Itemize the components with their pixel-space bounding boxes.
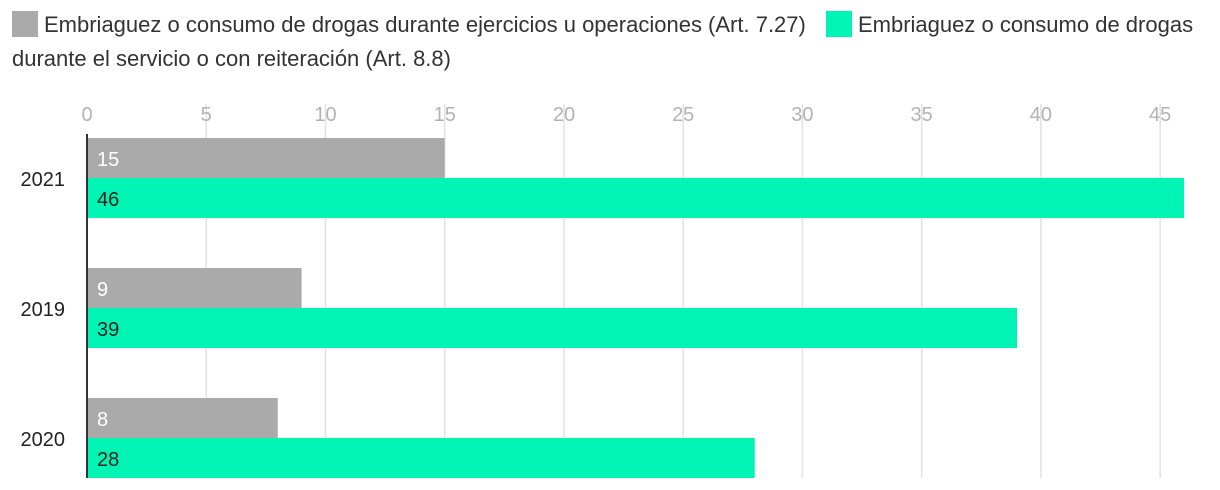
legend-item-art-8-8: Embriaguez o consumo de drogas durante e… [12, 11, 1194, 71]
x-tick-label: 5 [201, 104, 212, 126]
x-tick-label: 0 [81, 104, 92, 126]
bar [87, 438, 755, 478]
bar [87, 138, 445, 178]
x-tick-label: 40 [1030, 104, 1052, 126]
bar-value-label: 15 [97, 149, 119, 171]
bar-value-label: 39 [97, 319, 119, 341]
bar [87, 178, 1184, 218]
bar [87, 268, 302, 308]
x-tick-label: 30 [791, 104, 813, 126]
chart-legend: Embriaguez o consumo de drogas durante e… [12, 8, 1207, 76]
legend-swatch-art-8-8 [825, 11, 852, 37]
bar [87, 398, 278, 438]
legend-label-art-7-27: Embriaguez o consumo de drogas durante e… [44, 12, 806, 37]
legend-item-art-7-27: Embriaguez o consumo de drogas durante e… [12, 11, 806, 37]
x-tick-label: 25 [672, 104, 694, 126]
bar-value-label: 9 [97, 279, 108, 301]
category-label: 2020 [21, 429, 66, 451]
x-tick-label: 20 [553, 104, 575, 126]
bar-value-label: 28 [97, 449, 119, 471]
legend-label-art-8-8: Embriaguez o consumo de drogas durante e… [12, 12, 1194, 71]
bar [87, 308, 1018, 348]
category-label: 2019 [21, 299, 66, 321]
x-tick-label: 35 [911, 104, 933, 126]
bar-value-label: 8 [97, 409, 108, 431]
bar-value-label: 46 [97, 189, 119, 211]
legend-swatch-art-7-27 [12, 11, 38, 37]
category-label: 2021 [21, 169, 66, 191]
x-tick-label: 45 [1149, 104, 1171, 126]
x-tick-label: 15 [434, 104, 456, 126]
x-tick-label: 10 [314, 104, 336, 126]
